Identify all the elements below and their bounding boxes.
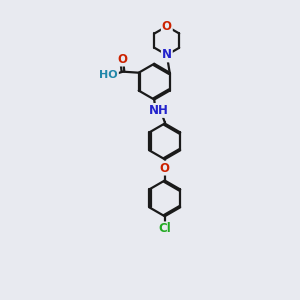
Text: O: O (160, 162, 170, 175)
Text: O: O (162, 20, 172, 33)
Text: O: O (117, 52, 127, 65)
Text: N: N (162, 48, 172, 62)
Text: Cl: Cl (158, 222, 171, 236)
Text: NH: NH (148, 104, 168, 117)
Text: HO: HO (99, 70, 118, 80)
